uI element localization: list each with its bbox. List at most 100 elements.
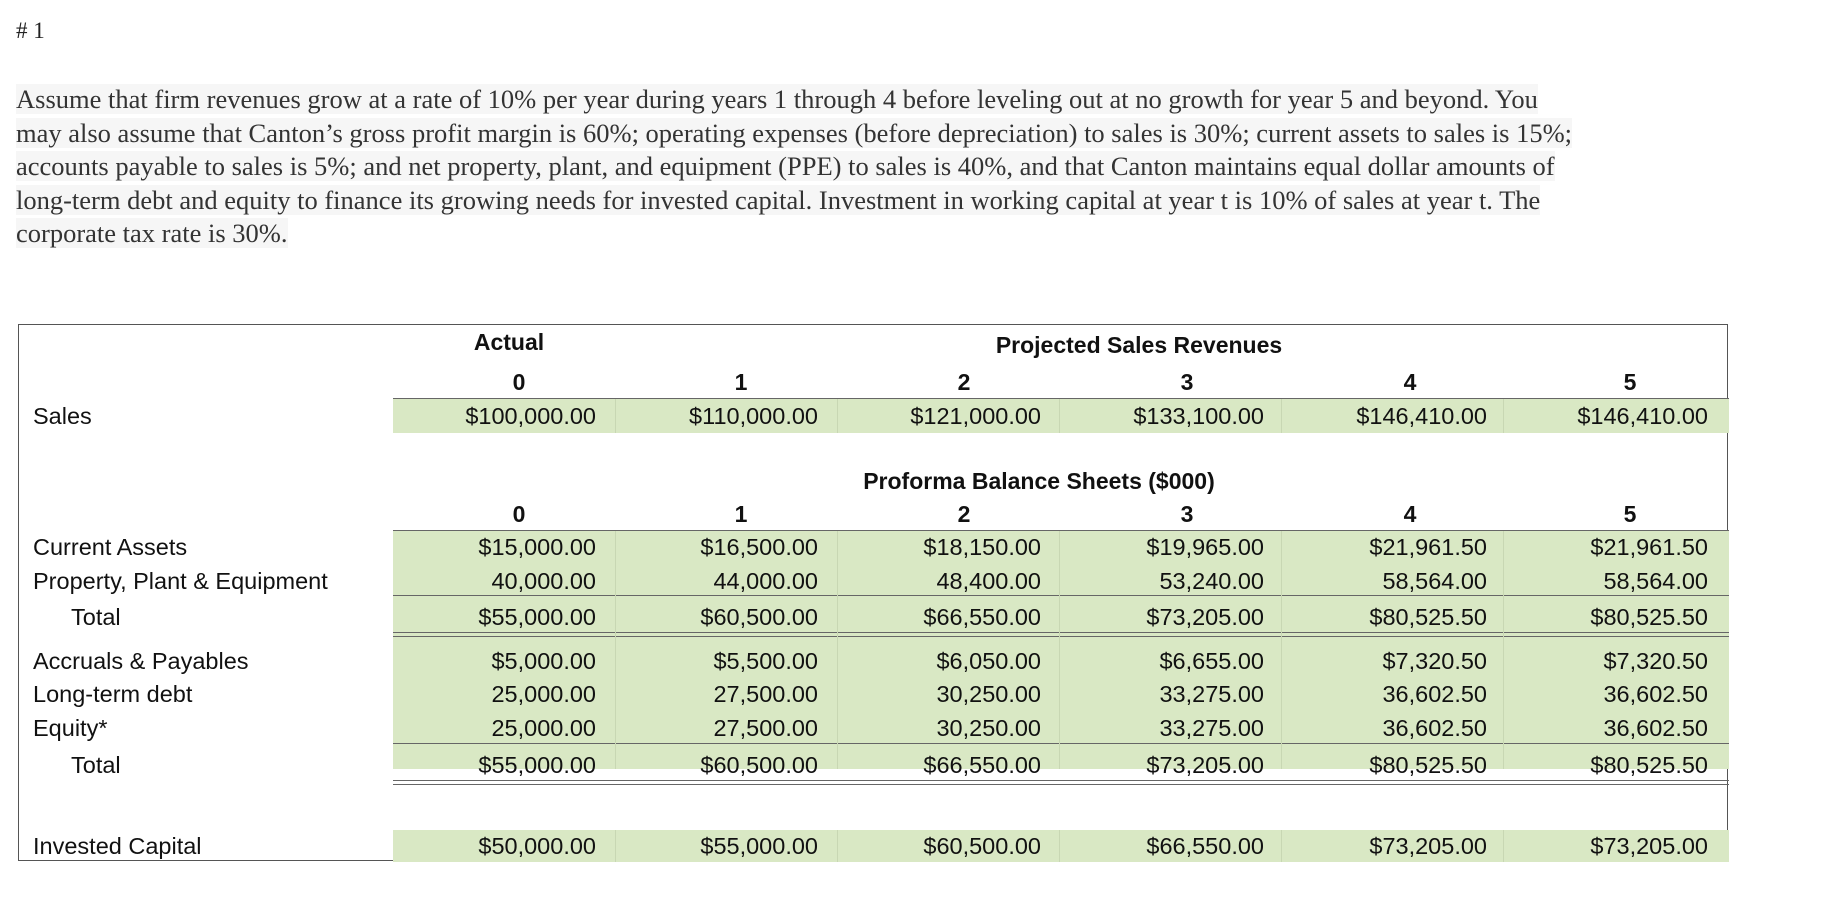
column-separator — [1503, 830, 1504, 862]
year-header-sales: 0 — [512, 369, 526, 395]
ppe-value: 58,564.00 — [1382, 568, 1487, 594]
current-assets-value: $15,000.00 — [478, 534, 596, 560]
current-assets-value: $16,500.00 — [700, 534, 818, 560]
accruals-value: $6,655.00 — [1159, 648, 1264, 674]
equity-value: 25,000.00 — [491, 715, 596, 741]
accruals-label: Accruals & Payables — [33, 648, 249, 674]
sales-label: Sales — [33, 403, 92, 429]
long-term-debt-value: 27,500.00 — [713, 681, 818, 707]
liabilities-total-label: Total — [71, 752, 121, 778]
sales-value: $133,100.00 — [1133, 403, 1264, 429]
liabilities-total-value: $66,550.00 — [923, 752, 1041, 778]
column-separator — [1281, 830, 1282, 862]
equity-value: 36,602.50 — [1382, 715, 1487, 741]
assets-total-label: Total — [71, 604, 121, 630]
current-assets-value: $19,965.00 — [1146, 534, 1264, 560]
year-header-balance: 0 — [512, 501, 526, 527]
sales-value: $146,410.00 — [1577, 403, 1708, 429]
current-assets-value: $18,150.00 — [923, 534, 1041, 560]
equity-label: Equity* — [33, 715, 108, 741]
column-separator — [1059, 830, 1060, 862]
invested-capital-value: $60,500.00 — [923, 833, 1041, 859]
year-header-balance: 4 — [1403, 501, 1417, 527]
financial-table: Actual Projected Sales Revenues Proforma… — [18, 324, 1729, 862]
long-term-debt-value: 25,000.00 — [491, 681, 596, 707]
current-assets-value: $21,961.50 — [1369, 534, 1487, 560]
sales-value: $100,000.00 — [465, 403, 596, 429]
column-separator — [837, 531, 838, 769]
equity-value: 30,250.00 — [936, 715, 1041, 741]
year-header-balance: 5 — [1623, 501, 1637, 527]
column-separator — [1059, 531, 1060, 769]
long-term-debt-value: 30,250.00 — [936, 681, 1041, 707]
year-header-balance: 1 — [734, 501, 748, 527]
sales-value: $121,000.00 — [910, 403, 1041, 429]
paragraph-line: corporate tax rate is 30%. — [16, 218, 288, 248]
invested-capital-value: $55,000.00 — [700, 833, 818, 859]
long-term-debt-value: 36,602.50 — [1603, 681, 1708, 707]
year-header-sales: 3 — [1180, 369, 1194, 395]
assets-total-value: $60,500.00 — [700, 604, 818, 630]
rule-assets-total — [393, 632, 1729, 637]
column-separator — [837, 830, 838, 862]
year-header-balance: 2 — [957, 501, 971, 527]
accruals-value: $5,000.00 — [491, 648, 596, 674]
paragraph-line: long-term debt and equity to finance its… — [16, 184, 1541, 215]
liabilities-total-value: $73,205.00 — [1146, 752, 1264, 778]
rule-years-top — [393, 398, 1729, 399]
paragraph-line: accounts payable to sales is 5%; and net… — [16, 151, 1555, 181]
page-heading: # 1 — [16, 18, 45, 43]
invested-capital-label: Invested Capital — [33, 833, 202, 859]
year-header-sales: 2 — [957, 369, 971, 395]
invested-capital-value: $50,000.00 — [478, 833, 596, 859]
paragraph-line: Assume that firm revenues grow at a rate… — [16, 84, 1538, 114]
year-header-sales: 4 — [1403, 369, 1417, 395]
assets-total-value: $66,550.00 — [923, 604, 1041, 630]
equity-value: 33,275.00 — [1159, 715, 1264, 741]
rule-balance-years — [393, 530, 1729, 531]
ppe-value: 53,240.00 — [1159, 568, 1264, 594]
assets-total-value: $55,000.00 — [478, 604, 596, 630]
column-separator — [1281, 531, 1282, 769]
ppe-value: 58,564.00 — [1603, 568, 1708, 594]
projected-sales-header: Projected Sales Revenues — [995, 332, 1283, 358]
long-term-debt-label: Long-term debt — [33, 681, 193, 707]
assets-total-value: $73,205.00 — [1146, 604, 1264, 630]
column-separator — [1503, 531, 1504, 769]
rule-liabilities-subtotal — [393, 743, 1729, 744]
equity-value: 27,500.00 — [713, 715, 818, 741]
long-term-debt-value: 36,602.50 — [1382, 681, 1487, 707]
liabilities-total-value: $80,525.50 — [1369, 752, 1487, 778]
sales-value: $110,000.00 — [689, 403, 818, 429]
column-separator — [615, 531, 616, 769]
accruals-value: $7,320.50 — [1603, 648, 1708, 674]
equity-value: 36,602.50 — [1603, 715, 1708, 741]
column-separator — [615, 399, 616, 433]
year-header-sales: 5 — [1623, 369, 1637, 395]
column-separator — [1281, 399, 1282, 433]
problem-paragraph: Assume that firm revenues grow at a rate… — [16, 83, 1766, 251]
long-term-debt-value: 33,275.00 — [1159, 681, 1264, 707]
sales-value: $146,410.00 — [1356, 403, 1487, 429]
accruals-value: $6,050.00 — [936, 648, 1041, 674]
paragraph-line: may also assume that Canton’s gross prof… — [16, 117, 1573, 148]
current-assets-label: Current Assets — [33, 534, 188, 560]
assets-total-value: $80,525.50 — [1590, 604, 1708, 630]
actual-header: Actual — [473, 329, 545, 355]
ppe-value: 40,000.00 — [491, 568, 596, 594]
accruals-value: $7,320.50 — [1382, 648, 1487, 674]
column-separator — [1503, 399, 1504, 433]
assets-total-value: $80,525.50 — [1369, 604, 1487, 630]
liabilities-total-value: $60,500.00 — [700, 752, 818, 778]
rule-assets-subtotal — [393, 595, 1729, 596]
invested-capital-value: $66,550.00 — [1146, 833, 1264, 859]
invested-capital-value: $73,205.00 — [1369, 833, 1487, 859]
ppe-label: Property, Plant & Equipment — [33, 568, 328, 594]
liabilities-total-value: $80,525.50 — [1590, 752, 1708, 778]
column-separator — [615, 830, 616, 862]
year-header-balance: 3 — [1180, 501, 1194, 527]
liabilities-total-value: $55,000.00 — [478, 752, 596, 778]
invested-capital-value: $73,205.00 — [1590, 833, 1708, 859]
column-separator — [1059, 399, 1060, 433]
current-assets-value: $21,961.50 — [1590, 534, 1708, 560]
